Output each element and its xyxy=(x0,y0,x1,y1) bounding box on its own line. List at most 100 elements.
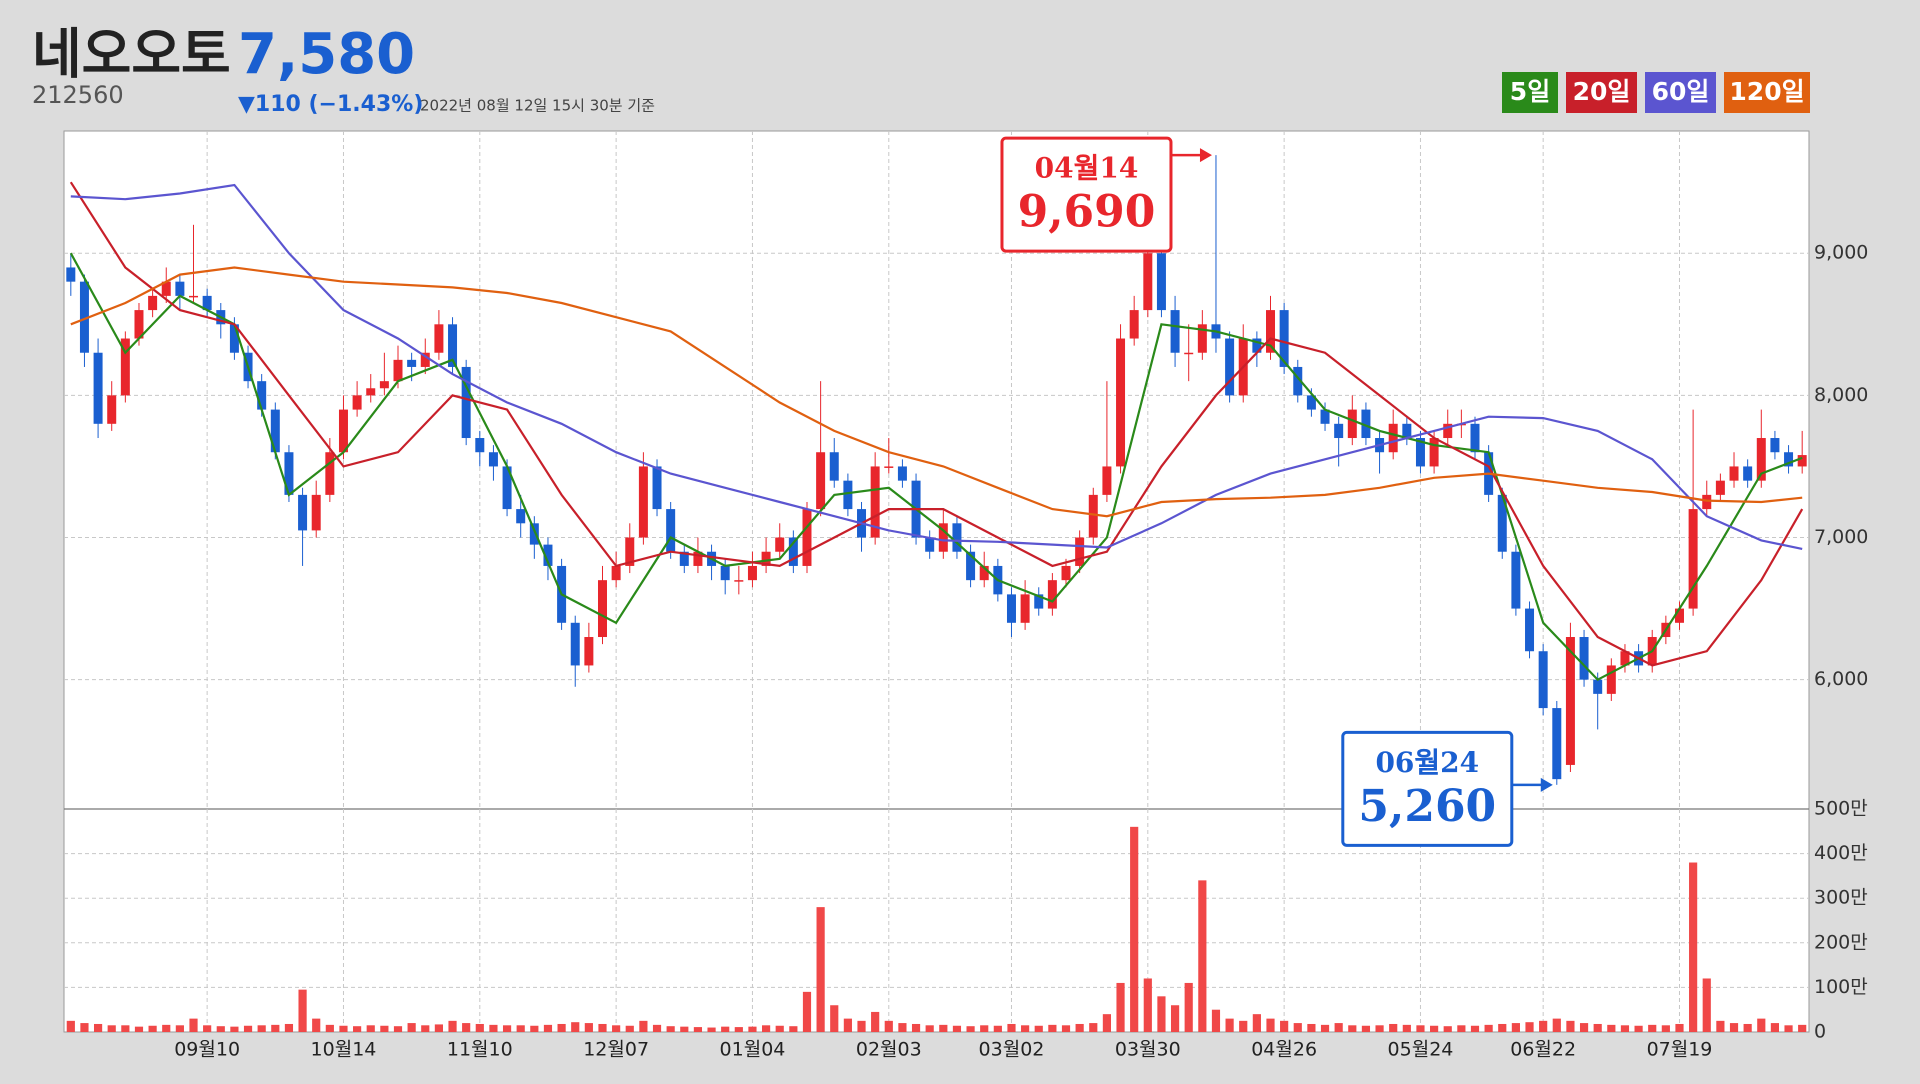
volume-bar xyxy=(1729,1023,1739,1032)
volume-bar xyxy=(339,1025,348,1032)
candle-body xyxy=(1388,423,1398,453)
volume-bar xyxy=(1798,1024,1807,1032)
volume-bar xyxy=(271,1024,280,1032)
x-tick-label: 06월22 xyxy=(1510,1039,1576,1061)
volume-bar xyxy=(1648,1024,1657,1032)
x-tick-label: 07월19 xyxy=(1647,1039,1713,1061)
x-tick-label: 03월30 xyxy=(1115,1039,1181,1061)
candle-body xyxy=(1797,455,1807,467)
volume-bar xyxy=(1511,1023,1520,1032)
volume-bar xyxy=(1607,1024,1616,1032)
volume-bar xyxy=(1334,1023,1343,1032)
x-tick-label: 11월10 xyxy=(447,1039,513,1061)
y-tick-label: 9,000 xyxy=(1814,242,1868,264)
candle-body xyxy=(502,466,512,510)
volume-bar xyxy=(1170,1005,1180,1032)
volume-bar xyxy=(1293,1023,1302,1032)
candle-body xyxy=(434,324,444,353)
volume-bar xyxy=(230,1026,239,1032)
moving-average-line xyxy=(70,183,1803,550)
volume-bar xyxy=(134,1026,144,1032)
candle-body xyxy=(597,580,607,638)
candle-body xyxy=(1156,253,1166,311)
volume-bar xyxy=(1661,1025,1670,1032)
volume-tick-label: 400만 xyxy=(1814,842,1868,864)
volume-bar xyxy=(1102,1014,1111,1032)
legend-badge xyxy=(1724,72,1810,113)
volume-bar xyxy=(911,1023,921,1032)
candle-body xyxy=(379,381,389,389)
candle-body xyxy=(1593,679,1603,694)
volume-bar xyxy=(530,1025,539,1032)
volume-bar xyxy=(830,1005,839,1032)
volume-bar xyxy=(1116,982,1125,1032)
volume-bar xyxy=(966,1026,975,1032)
candle-body xyxy=(761,551,771,566)
candle-body xyxy=(1674,608,1684,623)
volume-bar xyxy=(598,1023,607,1032)
candle-body xyxy=(270,409,280,453)
legend-label: 120일 xyxy=(1729,77,1804,106)
candle-body xyxy=(802,509,812,566)
candle-body xyxy=(747,565,757,581)
candle-body xyxy=(1361,409,1371,439)
volume-bar xyxy=(1389,1023,1398,1032)
volume-bar xyxy=(652,1024,662,1032)
legend-badge xyxy=(1502,72,1558,113)
candle-body xyxy=(1006,594,1016,623)
candle-body xyxy=(734,580,744,582)
candle-body xyxy=(1129,310,1139,339)
volume-bar xyxy=(584,1023,593,1032)
candle-body xyxy=(1020,594,1030,623)
volume-bar xyxy=(871,1011,880,1032)
volume-bar xyxy=(421,1025,430,1032)
annotation-date: 04월14 xyxy=(1035,152,1139,185)
volume-bar xyxy=(1593,1023,1602,1032)
volume-bar xyxy=(1143,978,1152,1032)
volume-bar xyxy=(312,1018,321,1032)
annotation-box xyxy=(1000,136,1173,253)
x-tick-label: 04월26 xyxy=(1251,1039,1317,1061)
volume-bar xyxy=(1470,1025,1480,1032)
legend-label: 5일 xyxy=(1510,77,1550,106)
moving-average-line xyxy=(70,266,1803,518)
candle-body xyxy=(952,523,962,552)
candle-body xyxy=(979,565,989,581)
volume-bar xyxy=(175,1025,184,1032)
candle-body xyxy=(1170,310,1180,353)
candle-body xyxy=(1702,494,1712,510)
volume-bar xyxy=(857,1020,866,1032)
volume-bar xyxy=(162,1024,171,1032)
volume-tick-label: 500만 xyxy=(1814,798,1868,820)
legend-badge xyxy=(1645,72,1716,113)
volume-tick-label: 200만 xyxy=(1814,931,1868,953)
candle-body xyxy=(516,509,526,524)
volume-bar xyxy=(1252,1014,1261,1032)
candle-body xyxy=(475,438,485,453)
candle-body xyxy=(257,381,267,410)
candle-body xyxy=(1347,409,1357,439)
volume-bar xyxy=(939,1024,948,1032)
y-tick-label: 7,000 xyxy=(1814,526,1868,548)
stock-code: 212560 xyxy=(32,81,124,109)
candle-body xyxy=(870,466,880,538)
candle-body xyxy=(148,295,158,311)
candle-body xyxy=(1606,665,1616,694)
candle-body xyxy=(120,338,130,396)
volume-bar xyxy=(1266,1018,1275,1032)
candle-body xyxy=(1552,708,1562,780)
x-tick-label: 02월03 xyxy=(856,1039,922,1061)
volume-bar xyxy=(1007,1023,1016,1032)
candle-body xyxy=(1279,310,1289,367)
volume-bar xyxy=(448,1020,457,1032)
candle-body xyxy=(1102,466,1112,495)
volume-bar xyxy=(734,1027,743,1032)
candle-body xyxy=(938,523,948,552)
candle-body xyxy=(1470,423,1480,453)
volume-tick-label: 100만 xyxy=(1814,976,1868,998)
volume-bar xyxy=(1048,1024,1057,1032)
volume-bar xyxy=(680,1026,689,1032)
volume-bar xyxy=(1021,1025,1030,1032)
volume-bar xyxy=(121,1025,130,1032)
